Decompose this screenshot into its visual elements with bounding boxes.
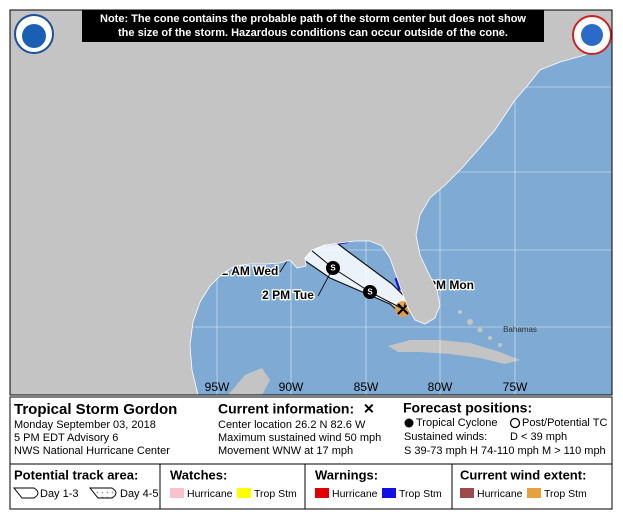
tc-symbol — [404, 418, 414, 428]
watches-title: Watches: — [170, 467, 227, 482]
region-label: Bahamas — [503, 325, 537, 334]
track-day: Day 4-5 — [120, 488, 159, 500]
forecast-detail: Post/Potential TC — [522, 417, 607, 429]
legend-item: Hurricane — [477, 488, 523, 500]
swatch — [382, 488, 396, 498]
note-text: Note: The cone contains the probable pat… — [100, 13, 526, 25]
island — [477, 327, 483, 333]
info-detail: Movement WNW at 17 mph — [218, 445, 353, 457]
storm-detail: 5 PM EDT Advisory 6 — [14, 432, 118, 444]
forecast-title: Forecast positions: — [403, 400, 532, 416]
land — [9, 9, 613, 396]
intensity-letter: S — [330, 264, 336, 273]
ts-warning — [394, 277, 402, 291]
legend-item: Trop Stm — [544, 488, 587, 500]
forecast-detail: Tropical Cyclone — [416, 417, 498, 429]
note-box — [82, 10, 544, 42]
storm-detail: NWS National Hurricane Center — [14, 445, 170, 457]
intensity-letter: S — [367, 288, 373, 297]
noaa-logo-inner — [22, 24, 46, 48]
storm-detail: Monday September 03, 2018 — [14, 419, 156, 431]
legend-item: Trop Stm — [254, 488, 297, 500]
forecast-point — [326, 261, 340, 275]
island — [458, 310, 462, 314]
legend-item: Hurricane — [332, 488, 378, 500]
island — [467, 319, 473, 325]
warnings-title: Warnings: — [315, 467, 378, 482]
forecast-detail: S 39-73 mph H 74-110 mph M > 110 mph — [404, 445, 606, 457]
lon-label: 75W — [503, 380, 528, 394]
island — [498, 343, 502, 347]
forecast-detail: Sustained winds: — [404, 431, 487, 443]
land — [388, 340, 520, 364]
swatch — [237, 488, 251, 498]
wind-extent-title: Current wind extent: — [460, 467, 586, 482]
legend-item: Trop Stm — [399, 488, 442, 500]
info-symbol: ✕ — [363, 401, 375, 417]
day13-icon — [12, 487, 39, 499]
current-position — [397, 303, 409, 315]
note-text: the size of the storm. Hazardous conditi… — [118, 27, 508, 39]
swatch — [460, 488, 474, 498]
lon-label: 95W — [205, 380, 230, 394]
forecast-time: 2 PM Tue — [262, 288, 314, 302]
nws-logo-inner — [581, 24, 603, 46]
swatch — [170, 488, 184, 498]
forecast-point — [363, 285, 377, 299]
island — [488, 336, 492, 340]
day45-icon — [88, 487, 117, 499]
info-title: Current information: — [218, 401, 354, 417]
track-day: Day 1-3 — [40, 488, 79, 500]
lon-label: 90W — [279, 380, 304, 394]
ptc-symbol — [509, 417, 521, 429]
swatch — [315, 488, 329, 498]
forecast-time: 2 AM Wed — [222, 264, 279, 278]
track-title: Potential track area: — [14, 467, 138, 482]
lon-label: 80W — [428, 380, 453, 394]
info-detail: Maximum sustained wind 50 mph — [218, 432, 381, 444]
info-detail: Center location 26.2 N 82.6 W — [218, 419, 366, 431]
map-frame — [9, 9, 613, 396]
forecast-detail: D < 39 mph — [510, 431, 567, 443]
land — [228, 368, 270, 395]
swatch — [527, 488, 541, 498]
legend-item: Hurricane — [187, 488, 233, 500]
storm-title: Tropical Storm Gordon — [14, 401, 177, 418]
lon-label: 85W — [354, 380, 379, 394]
